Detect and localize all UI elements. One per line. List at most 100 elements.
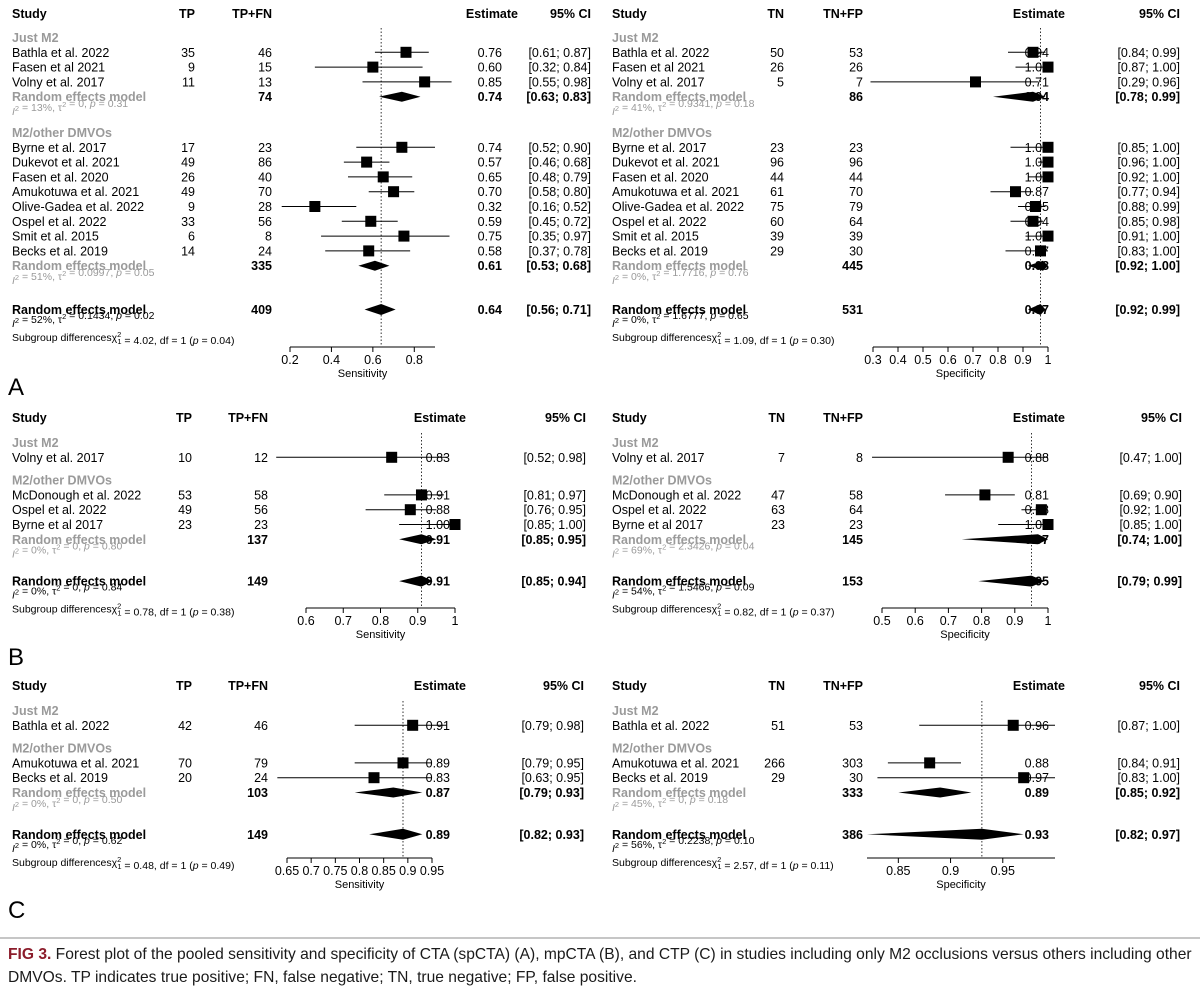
x-axis-tick-label: 0.2 (281, 353, 298, 367)
study-name: Ospel et al. 2022 (12, 215, 107, 229)
subgroup-pooled-diamond (993, 91, 1046, 102)
header-study: Study (12, 679, 47, 693)
study-total: 58 (254, 488, 268, 502)
point-estimate-marker (397, 757, 409, 769)
study-count: 26 (770, 61, 784, 75)
study-total: 56 (254, 503, 268, 517)
study-ci: [0.76; 0.95] (523, 503, 586, 517)
study-ci: [0.55; 0.98] (528, 75, 591, 89)
x-axis-tick-label: 0.95 (991, 864, 1015, 878)
study-name: McDonough et al. 2022 (12, 488, 141, 502)
header-total: TN+FP (823, 411, 863, 425)
study-estimate: 0.88 (1025, 756, 1049, 770)
study-name: Becks et al. 2019 (612, 244, 708, 258)
subgroup-header: M2/other DMVOs (12, 742, 112, 756)
header-count: TN (767, 7, 784, 21)
study-ci: [0.85; 1.00] (523, 518, 586, 532)
header-ci: 95% CI (1139, 679, 1180, 693)
point-estimate-marker (396, 141, 408, 153)
study-ci: [0.84; 0.91] (1117, 756, 1180, 770)
overall-model-label: Random effects model (12, 575, 146, 589)
study-ci: [0.85; 0.98] (1117, 215, 1180, 229)
study-total: 8 (856, 451, 863, 465)
study-estimate: 0.81 (1025, 488, 1049, 502)
study-ci: [0.92; 1.00] (1117, 170, 1180, 184)
point-estimate-marker (1042, 519, 1054, 530)
study-total: 39 (849, 230, 863, 244)
study-ci: [0.16; 0.52] (528, 200, 591, 214)
study-ci: [0.81; 0.97] (523, 488, 586, 502)
x-axis-tick-label: 0.6 (907, 614, 924, 628)
point-estimate-marker (1042, 230, 1054, 242)
header-estimate: Estimate (1013, 7, 1065, 21)
x-axis-tick-label: 0.65 (275, 864, 299, 878)
subgroup-model-label: Random effects model (612, 259, 746, 273)
study-name: Amukotuwa et al. 2021 (12, 756, 139, 770)
figure-label: FIG 3. (8, 946, 52, 963)
study-name: Bathla et al. 2022 (612, 719, 709, 733)
overall-heterogeneity: I2 = 52%, τ2 = 0.1434, p = 0.02 (12, 310, 155, 330)
study-total: 23 (258, 141, 272, 155)
x-axis-tick-label: 0.8 (406, 353, 423, 367)
study-name: Volny et al. 2017 (12, 451, 104, 465)
study-total: 40 (258, 170, 272, 184)
study-name: Smit et al. 2015 (12, 230, 99, 244)
study-ci: [0.45; 0.72] (528, 215, 591, 229)
panel-letter: B (8, 644, 24, 671)
study-estimate: 0.65 (478, 170, 502, 184)
study-total: 70 (849, 185, 863, 199)
study-count: 17 (181, 141, 195, 155)
study-count: 49 (178, 503, 192, 517)
caption-divider (0, 937, 1200, 939)
overall-pooled-diamond (369, 828, 423, 840)
study-name: Byrne et al 2017 (12, 518, 103, 532)
study-count: 49 (181, 185, 195, 199)
study-ci: [0.77; 0.94] (1117, 185, 1180, 199)
subgroup-differences-test: Subgroup differencesχ2 1 = 4.02, df = 1 (… (12, 330, 234, 347)
subgroup-differences-test: Subgroup differencesχ2 1 = 0.78, df = 1 (… (12, 602, 234, 619)
x-axis-tick-label: 0.95 (420, 864, 444, 878)
study-count: 61 (770, 185, 784, 199)
point-estimate-marker (449, 519, 461, 530)
point-estimate-marker (1007, 719, 1019, 731)
study-ci: [0.37; 0.78] (528, 244, 591, 258)
subgroup-model-label: Random effects model (12, 786, 146, 800)
study-ci: [0.87; 1.00] (1117, 719, 1180, 733)
subgroup-model-total: 86 (849, 90, 863, 104)
study-total: 64 (849, 215, 863, 229)
study-name: Volny et al. 2017 (612, 75, 704, 89)
subgroup-heterogeneity: I2 = 0%, τ2 = 0, p = 0.50 (12, 794, 122, 814)
overall-model-estimate: 0.64 (478, 303, 502, 317)
study-name: McDonough et al. 2022 (612, 488, 741, 502)
study-count: 14 (181, 244, 195, 258)
study-estimate: 0.76 (478, 46, 502, 60)
study-name: Amukotuwa et al. 2021 (612, 185, 739, 199)
study-ci: [0.69; 0.90] (1119, 488, 1182, 502)
study-count: 33 (181, 215, 195, 229)
overall-heterogeneity: I2 = 54%, τ2 = 1.5466, p = 0.09 (612, 582, 755, 602)
subgroup-model-estimate: 0.74 (478, 90, 502, 104)
study-count: 6 (188, 230, 195, 244)
subgroup-model-label: Random effects model (612, 786, 746, 800)
point-estimate-marker (1030, 201, 1041, 212)
study-name: Becks et al. 2019 (12, 244, 108, 258)
study-estimate: 0.75 (478, 230, 502, 244)
subgroup-header: Just M2 (12, 436, 59, 450)
header-total: TP+FN (228, 411, 268, 425)
study-count: 23 (770, 141, 784, 155)
subgroup-heterogeneity: I2 = 0%, τ2 = 0, p = 0.80 (12, 541, 122, 561)
study-name: Volny et al. 2017 (612, 451, 704, 465)
point-estimate-marker (386, 451, 398, 463)
x-axis-tick-label: 0.8 (351, 864, 368, 878)
study-ci: [0.91; 1.00] (1117, 230, 1180, 244)
forest-plot-a-sensitivity: Study TP TP+FN Estimate 95% CI Just M2Bathla … (12, 7, 591, 380)
study-count: 35 (181, 46, 195, 60)
x-axis-tick-label: 0.9 (409, 614, 426, 628)
overall-model-label: Random effects model (612, 303, 746, 317)
header-study: Study (12, 411, 47, 425)
study-estimate: 0.59 (478, 215, 502, 229)
study-total: 53 (849, 46, 863, 60)
subgroup-differences-test: Subgroup differencesχ2 1 = 0.48, df = 1 (… (12, 855, 234, 872)
subgroup-header: M2/other DMVOs (612, 474, 712, 488)
